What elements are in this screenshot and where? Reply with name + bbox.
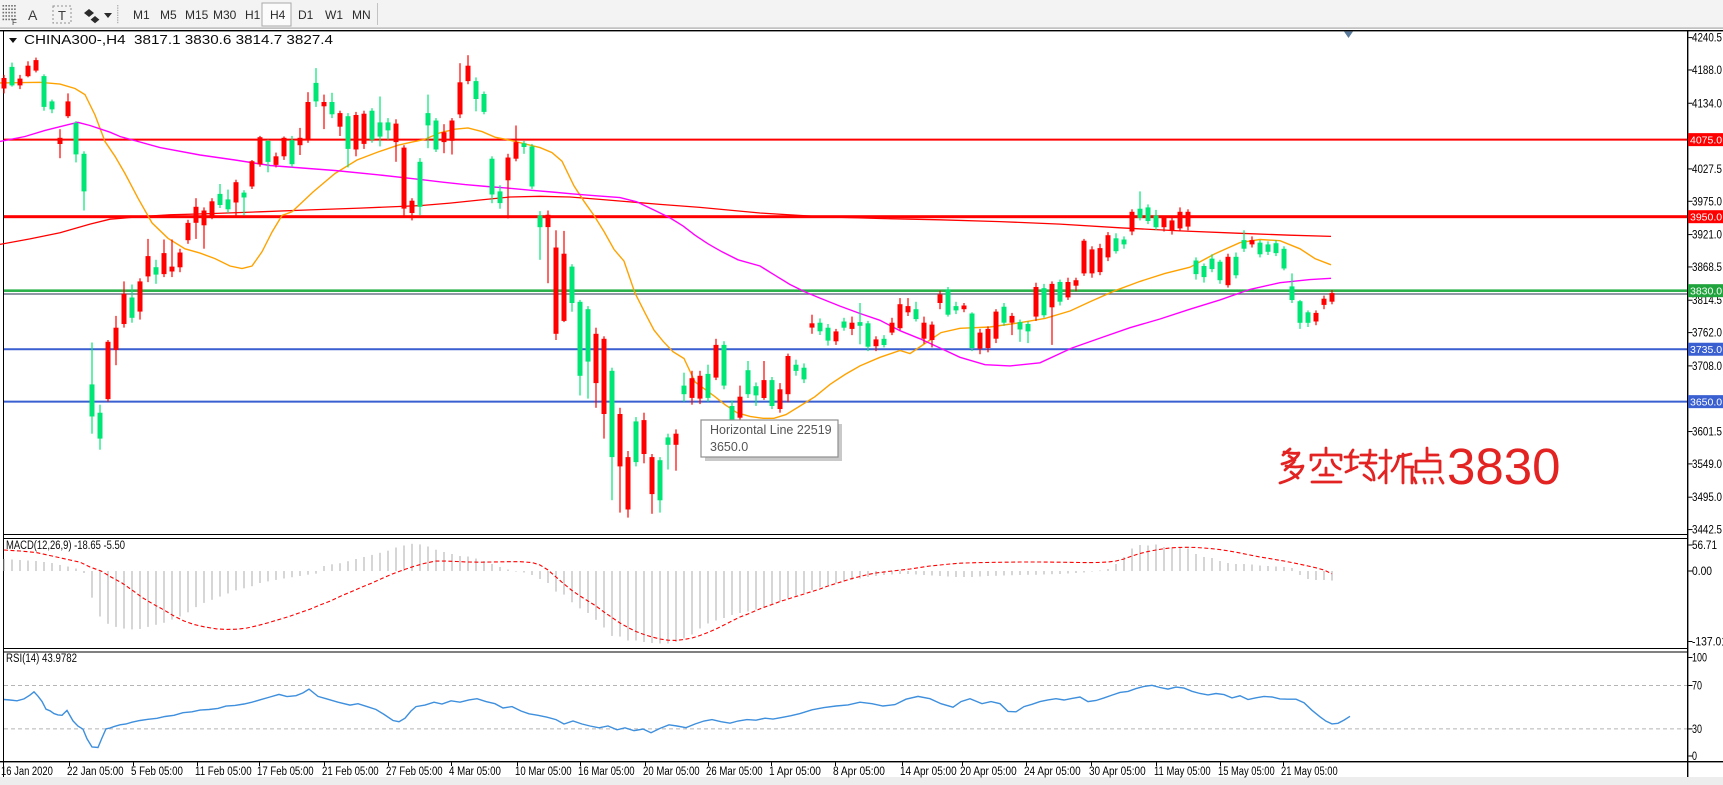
svg-text:56.71: 56.71 (1692, 540, 1717, 552)
svg-text:10 Mar 05:00: 10 Mar 05:00 (515, 766, 572, 778)
svg-text:5 Feb 05:00: 5 Feb 05:00 (131, 766, 183, 778)
svg-text:3442.5: 3442.5 (1692, 525, 1722, 537)
svg-text:H1: H1 (245, 8, 261, 22)
svg-text:26 Mar 05:00: 26 Mar 05:00 (706, 766, 763, 778)
svg-text:3650.0: 3650.0 (1690, 396, 1722, 408)
svg-text:24 Apr 05:00: 24 Apr 05:00 (1024, 766, 1081, 778)
svg-text:4134.0: 4134.0 (1692, 98, 1722, 110)
svg-text:3762.0: 3762.0 (1692, 328, 1722, 340)
svg-text:T: T (58, 8, 66, 23)
svg-text:M15: M15 (185, 8, 209, 22)
svg-text:22 Jan 05:00: 22 Jan 05:00 (67, 766, 124, 778)
svg-text:4240.5: 4240.5 (1692, 33, 1722, 45)
svg-text:30: 30 (1692, 724, 1702, 736)
svg-text:D1: D1 (298, 8, 314, 22)
svg-text:3830.0: 3830.0 (1690, 285, 1722, 297)
svg-text:3708.0: 3708.0 (1692, 361, 1722, 373)
svg-text:MN: MN (352, 8, 371, 22)
svg-text:3735.0: 3735.0 (1690, 344, 1722, 356)
svg-text:14 Apr 05:00: 14 Apr 05:00 (900, 766, 957, 778)
svg-text:3601.5: 3601.5 (1692, 427, 1722, 439)
svg-text:0.00: 0.00 (1692, 566, 1712, 578)
svg-text:F: F (12, 18, 17, 27)
svg-text:8 Apr 05:00: 8 Apr 05:00 (833, 766, 885, 778)
svg-text:H4: H4 (270, 8, 286, 22)
svg-text:4 Mar 05:00: 4 Mar 05:00 (449, 766, 501, 778)
svg-text:Horizontal Line 22519: Horizontal Line 22519 (710, 423, 832, 437)
svg-text:-137.01: -137.01 (1692, 637, 1723, 649)
svg-text:3868.5: 3868.5 (1692, 262, 1722, 274)
svg-text:M1: M1 (133, 8, 150, 22)
svg-text:70: 70 (1692, 681, 1702, 693)
svg-text:3950.0: 3950.0 (1690, 211, 1722, 223)
svg-text:3549.0: 3549.0 (1692, 459, 1722, 471)
svg-text:0: 0 (1692, 751, 1697, 763)
svg-text:21 May 05:00: 21 May 05:00 (1281, 766, 1338, 778)
svg-text:16 Mar 05:00: 16 Mar 05:00 (578, 766, 635, 778)
svg-text:4188.0: 4188.0 (1692, 65, 1722, 77)
svg-text:MACD(12,26,9) -18.65 -5.50: MACD(12,26,9) -18.65 -5.50 (6, 540, 125, 552)
svg-text:3921.0: 3921.0 (1692, 230, 1722, 242)
svg-text:RSI(14) 43.9782: RSI(14) 43.9782 (6, 653, 77, 665)
svg-text:1 Apr 05:00: 1 Apr 05:00 (769, 766, 821, 778)
svg-text:11 May 05:00: 11 May 05:00 (1154, 766, 1211, 778)
svg-text:3830: 3830 (1447, 438, 1560, 495)
svg-text:20 Mar 05:00: 20 Mar 05:00 (643, 766, 700, 778)
svg-text:4075.0: 4075.0 (1690, 134, 1722, 146)
svg-text:20 Apr 05:00: 20 Apr 05:00 (960, 766, 1017, 778)
svg-text:17 Feb 05:00: 17 Feb 05:00 (257, 766, 314, 778)
svg-text:3814.5: 3814.5 (1692, 295, 1722, 307)
svg-text:11 Feb 05:00: 11 Feb 05:00 (195, 766, 252, 778)
svg-text:4027.5: 4027.5 (1692, 164, 1722, 176)
svg-text:27 Feb 05:00: 27 Feb 05:00 (386, 766, 443, 778)
svg-text:21 Feb 05:00: 21 Feb 05:00 (322, 766, 379, 778)
svg-text:CHINA300-,H4 3817.1 3830.6 38: CHINA300-,H4 3817.1 3830.6 3814.7 3827.4 (24, 32, 333, 47)
svg-text:W1: W1 (325, 8, 343, 22)
svg-text:M5: M5 (160, 8, 177, 22)
svg-text:3495.0: 3495.0 (1692, 492, 1722, 504)
svg-text:3650.0: 3650.0 (710, 440, 748, 454)
svg-text:16 Jan 2020: 16 Jan 2020 (1, 766, 53, 778)
svg-text:30 Apr 05:00: 30 Apr 05:00 (1089, 766, 1146, 778)
svg-text:M30: M30 (213, 8, 237, 22)
svg-text:A: A (28, 7, 38, 23)
svg-text:100: 100 (1692, 653, 1707, 665)
svg-text:15 May 05:00: 15 May 05:00 (1218, 766, 1275, 778)
svg-text:3975.0: 3975.0 (1692, 196, 1722, 208)
